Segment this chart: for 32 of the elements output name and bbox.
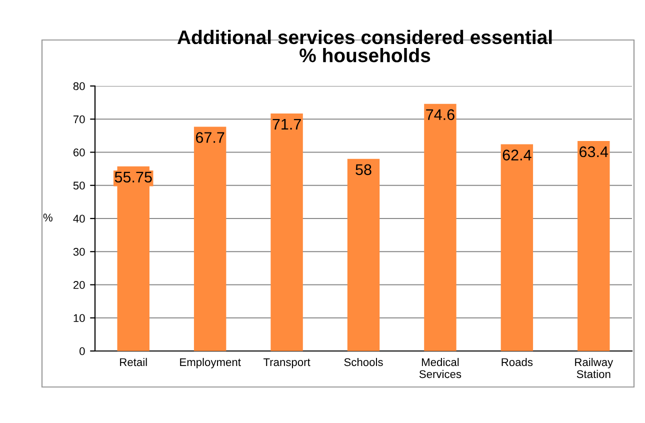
x-tick-label: Roads (502, 358, 533, 366)
x-tick-label: Employment (180, 358, 241, 368)
x-tick-label: Schools (344, 358, 383, 366)
bar (500, 144, 534, 351)
y-tick-label: 30 (73, 248, 85, 256)
y-axis-title: % (43, 214, 52, 222)
y-tick-label: 20 (73, 281, 85, 289)
y-tick-label: 0 (80, 347, 85, 356)
chart-title: Additional services considered essential (177, 30, 552, 44)
y-tick-label: 50 (73, 182, 85, 190)
y-tick-label: 70 (73, 115, 85, 124)
bar (194, 126, 226, 351)
data-label: 74.6 (426, 109, 454, 120)
bar (578, 140, 610, 351)
bar (424, 104, 456, 351)
y-tick-label: 60 (73, 148, 85, 156)
x-tick-label: Medical Services (419, 358, 462, 378)
y-tick-label: 40 (73, 214, 85, 223)
bar (347, 158, 380, 351)
y-tick-label: 10 (74, 314, 85, 322)
x-tick-label: Railway Station (575, 358, 614, 378)
data-label: 67.7 (196, 132, 224, 143)
data-label: 62.4 (502, 150, 532, 160)
chart-subtitle: % households (300, 48, 430, 62)
y-tick-label: 80 (73, 82, 85, 90)
bar (270, 113, 303, 351)
data-label: 63.4 (580, 146, 608, 158)
data-label: 71.7 (272, 119, 301, 130)
x-tick-label: Transport (263, 358, 310, 368)
data-label: 58 (356, 164, 372, 176)
data-label: 55.75 (114, 172, 152, 183)
x-tick-label: Retail (120, 358, 147, 366)
